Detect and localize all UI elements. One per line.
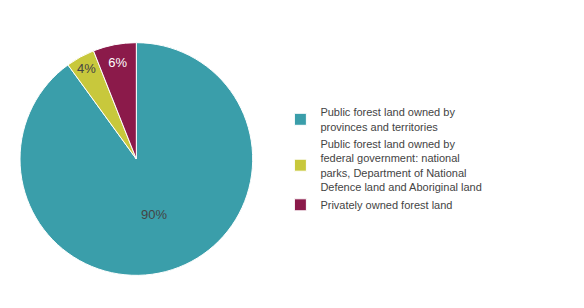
svg-text:Privately owned forest land: Privately owned forest land bbox=[320, 199, 452, 211]
svg-text:4%: 4% bbox=[77, 61, 96, 76]
svg-text:Public forest land owned bypro: Public forest land owned byprovinces and… bbox=[320, 106, 455, 132]
svg-text:90%: 90% bbox=[141, 207, 167, 222]
svg-text:6%: 6% bbox=[108, 55, 127, 70]
svg-text:Public forest land owned byfed: Public forest land owned byfederal gover… bbox=[320, 138, 481, 193]
